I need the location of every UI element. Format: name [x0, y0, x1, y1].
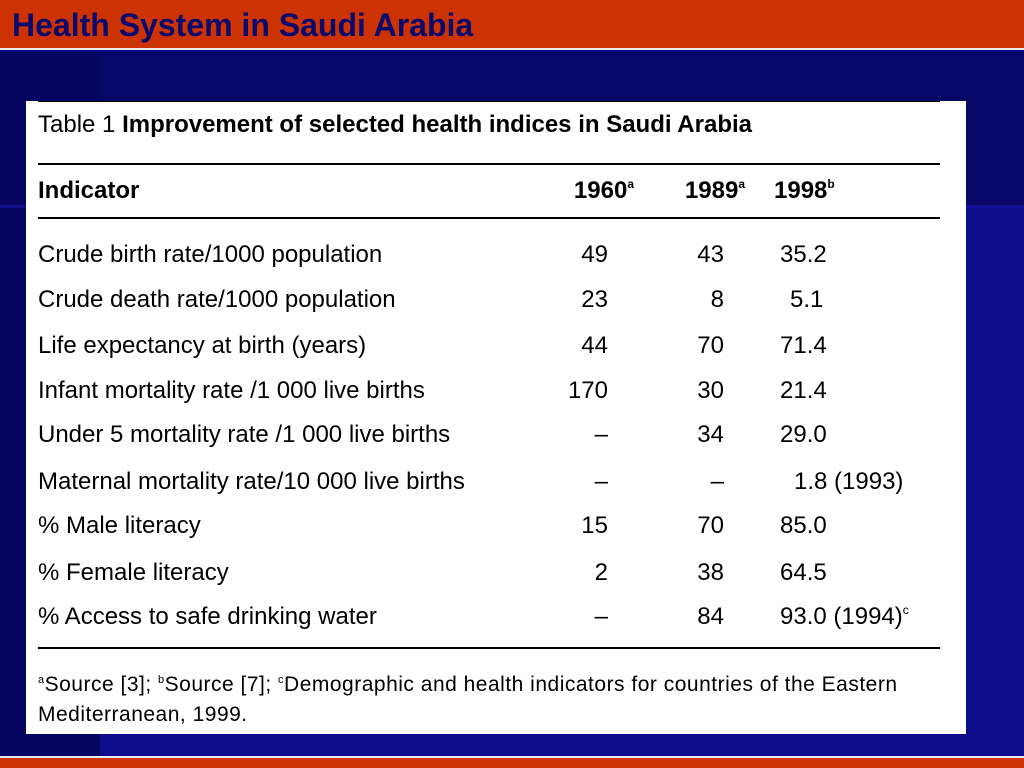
- row-value-1998: 29.0: [780, 421, 827, 448]
- table-row: Crude birth rate/1000 population 49 43 3…: [26, 241, 966, 285]
- row-value-1989: 70: [697, 332, 724, 359]
- table-row: Under 5 mortality rate /1 000 live birth…: [26, 421, 966, 465]
- row-indicator: Infant mortality rate /1 000 live births: [38, 377, 425, 404]
- header-1960: 1960a: [573, 177, 634, 204]
- row-indicator: Maternal mortality rate/10 000 live birt…: [38, 468, 465, 495]
- table-row: Life expectancy at birth (years) 44 70 7…: [26, 332, 966, 376]
- row-value-1998: 1.8 (1993): [794, 468, 904, 495]
- row-indicator: Life expectancy at birth (years): [38, 332, 367, 359]
- table-bottom-rule: [38, 647, 940, 649]
- row-value-1998: 85.0: [780, 512, 827, 539]
- row-value-1960: –: [594, 468, 608, 495]
- table-caption-text: Improvement of selected health indices i…: [122, 111, 753, 138]
- header-1989: 1989a: [684, 177, 745, 204]
- row-value-1960: 23: [581, 286, 608, 313]
- row-value-1960: –: [594, 603, 608, 630]
- table-header-bottom-rule: [38, 217, 940, 219]
- row-indicator: % Female literacy: [38, 559, 229, 586]
- row-value-1998: 5.1: [790, 286, 824, 313]
- table-row: Maternal mortality rate/10 000 live birt…: [26, 468, 966, 512]
- table-row: % Female literacy 2 38 64.5: [26, 559, 966, 603]
- table-row: % Access to safe drinking water – 84 93.…: [26, 603, 966, 647]
- row-value-1989: 38: [697, 559, 724, 586]
- row-indicator: Crude birth rate/1000 population: [38, 241, 383, 268]
- table-top-rule: [38, 101, 940, 102]
- row-value-1998: 35.2: [780, 241, 827, 268]
- row-value-1998: 64.5: [780, 559, 827, 586]
- table-header-top-rule: [38, 163, 940, 165]
- row-indicator: % Access to safe drinking water: [38, 603, 377, 630]
- table-row: Crude death rate/1000 population 23 8 5.…: [26, 286, 966, 330]
- row-indicator: Under 5 mortality rate /1 000 live birth…: [38, 421, 451, 448]
- slide-bottom-bar: [0, 756, 1024, 768]
- row-value-1960: –: [594, 421, 608, 448]
- row-value-1989: 30: [697, 377, 724, 404]
- row-value-1998: 21.4: [780, 377, 827, 404]
- row-value-1960: 2: [594, 559, 608, 586]
- row-value-1989: –: [710, 468, 724, 495]
- table-caption: Table 1 Improvement of selected health i…: [38, 111, 752, 139]
- row-indicator: Crude death rate/1000 population: [38, 286, 396, 313]
- slide-title: Health System in Saudi Arabia: [12, 7, 474, 43]
- header-indicator: Indicator: [38, 177, 140, 204]
- row-value-1989: 70: [697, 512, 724, 539]
- header-1998: 1998b: [774, 177, 835, 204]
- table-footnote: aSource [3]; bSource [7]; cDemographic a…: [38, 673, 898, 726]
- table-row: % Male literacy 15 70 85.0: [26, 512, 966, 556]
- table-row: Infant mortality rate /1 000 live births…: [26, 377, 966, 421]
- table-image-panel: Table 1 Improvement of selected health i…: [26, 101, 966, 734]
- row-value-1989: 84: [697, 603, 724, 630]
- table-caption-number: Table 1: [38, 111, 116, 138]
- row-value-1960: 170: [567, 377, 608, 404]
- slide-title-bar: Health System in Saudi Arabia: [0, 0, 1024, 50]
- row-indicator: % Male literacy: [38, 512, 201, 539]
- row-value-1960: 44: [581, 332, 608, 359]
- row-value-1998: 93.0 (1994)c: [780, 603, 909, 630]
- row-value-1960: 15: [581, 512, 608, 539]
- row-value-1989: 43: [697, 241, 724, 268]
- row-value-1960: 49: [581, 241, 608, 268]
- row-value-1989: 8: [710, 286, 724, 313]
- row-value-1998: 71.4: [780, 332, 827, 359]
- row-value-1989: 34: [697, 421, 724, 448]
